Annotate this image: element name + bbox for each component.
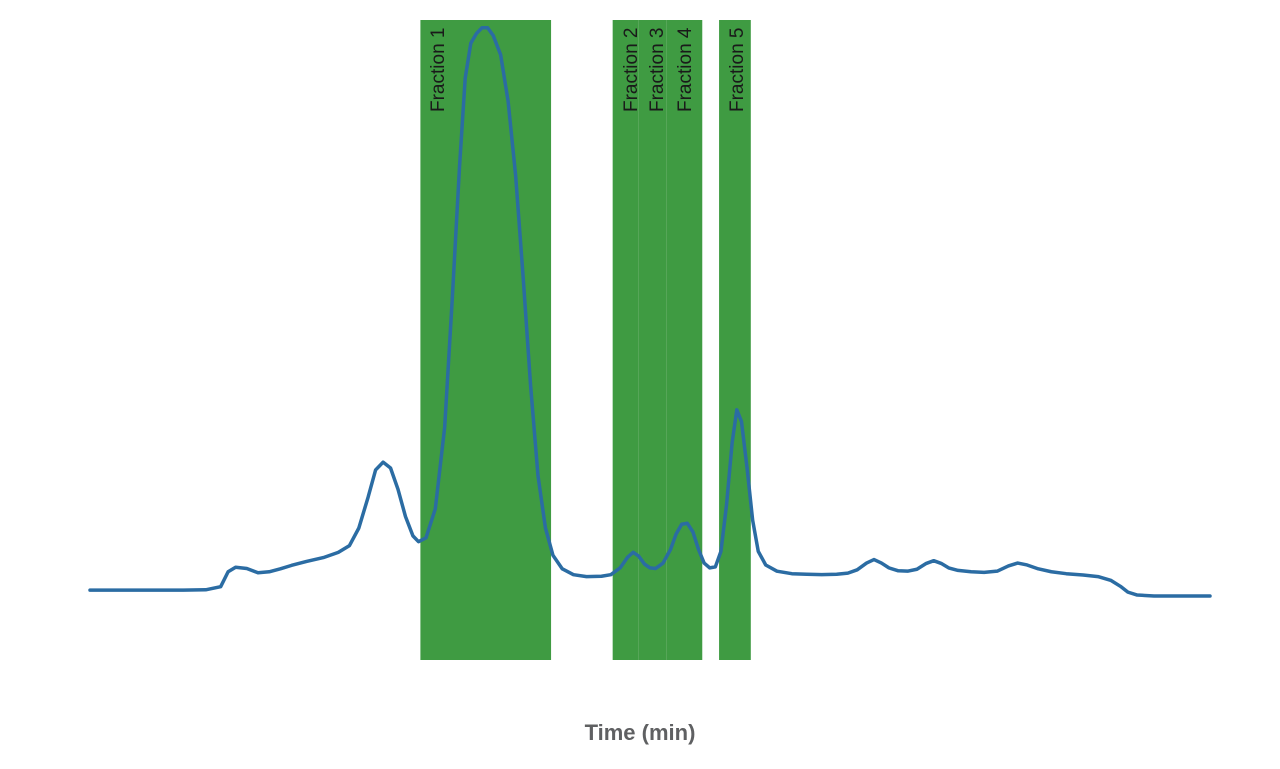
x-axis-label: Time (min): [0, 720, 1280, 746]
chromatogram-chart: Time (min) Fraction 1Fraction 2Fraction …: [0, 0, 1280, 769]
fraction-label: Fraction 2: [621, 28, 643, 112]
chart-svg: [0, 0, 1280, 769]
fraction-band: [719, 20, 751, 660]
fraction-label: Fraction 3: [647, 28, 669, 112]
fraction-band: [667, 20, 702, 660]
fraction-label: Fraction 5: [727, 28, 749, 112]
fraction-label: Fraction 4: [675, 28, 697, 112]
fraction-band: [420, 20, 551, 660]
fraction-label: Fraction 1: [428, 28, 450, 112]
fraction-band: [613, 20, 639, 660]
